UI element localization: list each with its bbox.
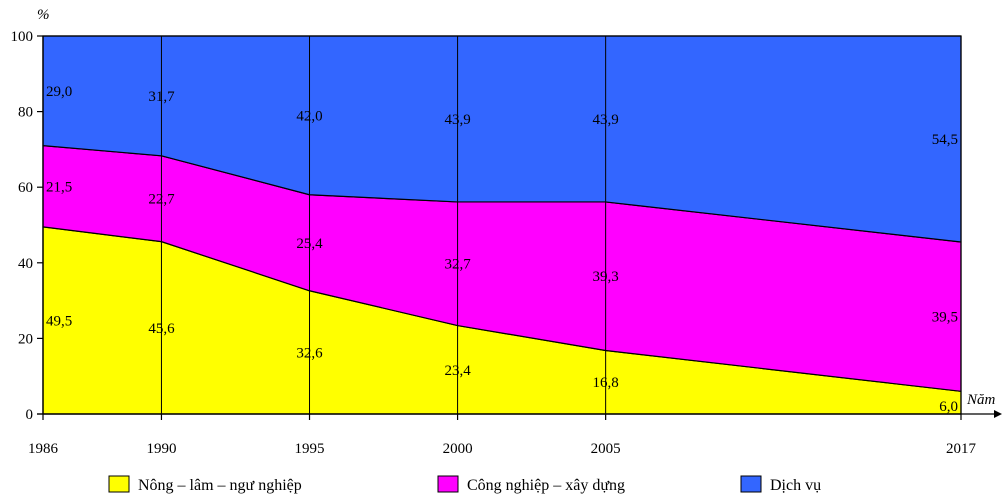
x-tick-label: 2005 <box>591 441 621 457</box>
data-label: 43,9 <box>444 112 470 128</box>
data-label: 32,7 <box>444 257 471 273</box>
legend-swatch <box>108 475 130 493</box>
y-tick-label: 60 <box>18 180 33 196</box>
y-tick-label: 40 <box>18 256 33 272</box>
data-label: 25,4 <box>296 236 323 252</box>
y-tick-label: 0 <box>26 407 34 423</box>
x-tick-label: 2017 <box>946 441 977 457</box>
legend-swatch <box>437 475 459 493</box>
y-unit-label: % <box>37 7 50 23</box>
data-label: 54,5 <box>932 132 958 148</box>
x-tick-label: 1986 <box>28 441 59 457</box>
data-label: 22,7 <box>148 192 175 208</box>
x-tick-label: 2000 <box>443 441 473 457</box>
x-axis-arrow <box>994 410 1002 418</box>
data-label: 21,5 <box>46 179 72 195</box>
data-label: 32,6 <box>296 345 323 361</box>
data-label: 43,9 <box>593 112 619 128</box>
data-label: 45,6 <box>148 321 175 337</box>
x-unit-label: Năm <box>966 392 996 408</box>
data-label: 39,5 <box>932 310 958 326</box>
data-labels: 49,5 45,6 32,6 23,4 16,8 6,0 21,5 22,7 25,4 32,7 3… <box>46 84 958 415</box>
data-label: 29,0 <box>46 84 72 100</box>
axes: 0 20 40 60 80 100 1986 1990 1995 2000 2005 2017% Năm <box>11 7 1002 457</box>
y-tick-label: 100 <box>11 29 34 45</box>
data-label: 23,4 <box>444 363 471 379</box>
legend-label: Dịch vụ <box>770 477 821 494</box>
data-label: 39,3 <box>593 269 619 285</box>
data-label: 49,5 <box>46 313 72 329</box>
legend-label: Nông – lâm – ngư nghiệp <box>138 477 302 494</box>
x-tick-label: 1990 <box>146 441 176 457</box>
y-tick-label: 20 <box>18 331 33 347</box>
data-label: 6,0 <box>939 399 958 415</box>
y-tick-label: 80 <box>18 105 33 121</box>
data-label: 31,7 <box>148 89 175 105</box>
data-label: 16,8 <box>593 375 619 391</box>
data-label: 42,0 <box>296 108 322 124</box>
x-tick-label: 1995 <box>295 441 325 457</box>
legend: Nông – lâm – ngư nghiệp Công nghiệp – xây… <box>108 475 821 494</box>
legend-label: Công nghiệp – xây dựng <box>467 477 625 494</box>
legend-swatch <box>740 475 762 493</box>
area-layers <box>42 35 962 415</box>
